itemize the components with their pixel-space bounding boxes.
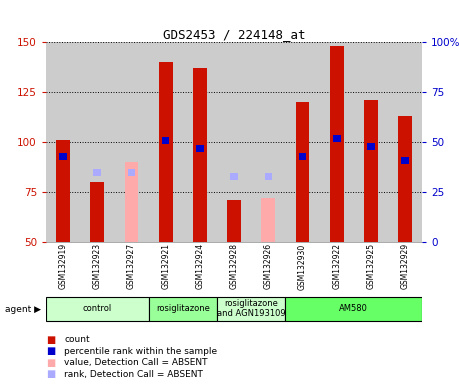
Text: control: control [83,304,112,313]
Bar [398,116,412,242]
Bar [217,297,285,321]
Bar [367,142,375,150]
Bar [364,100,378,242]
Text: rosiglitazone: rosiglitazone [156,304,210,313]
Bar [162,137,169,144]
Text: ■: ■ [46,369,55,379]
Title: GDS2453 / 224148_at: GDS2453 / 224148_at [163,28,305,41]
Bar [193,68,207,242]
Bar [354,42,388,242]
Bar [217,42,251,242]
Bar [59,152,67,160]
Bar [128,169,135,175]
Text: percentile rank within the sample: percentile rank within the sample [64,347,218,356]
Bar [330,46,344,242]
Text: count: count [64,335,90,344]
Bar [56,140,70,242]
Bar [94,169,101,175]
Bar [196,145,204,152]
Text: rank, Detection Call = ABSENT: rank, Detection Call = ABSENT [64,370,203,379]
Bar [90,182,104,242]
Bar [46,297,149,321]
Bar [149,297,217,321]
Bar [299,152,306,160]
Bar [285,42,319,242]
Bar [296,102,309,242]
Bar [333,135,341,142]
Bar [402,157,409,164]
Text: AM580: AM580 [339,304,368,313]
Bar [319,42,354,242]
Bar [262,198,275,242]
Text: ■: ■ [46,346,55,356]
Bar [388,42,422,242]
Text: value, Detection Call = ABSENT: value, Detection Call = ABSENT [64,358,208,367]
Text: ■: ■ [46,358,55,368]
Bar [183,42,217,242]
Bar [46,42,80,242]
Text: rosiglitazone
and AGN193109: rosiglitazone and AGN193109 [217,299,285,318]
Bar [251,42,285,242]
Bar [80,42,114,242]
Bar [230,172,238,180]
Text: ■: ■ [46,335,55,345]
Bar [124,162,138,242]
Bar [285,297,422,321]
Text: agent ▶: agent ▶ [5,305,40,314]
Bar [227,200,241,242]
Bar [149,42,183,242]
Bar [114,42,149,242]
Bar [159,62,173,242]
Bar [264,172,272,180]
